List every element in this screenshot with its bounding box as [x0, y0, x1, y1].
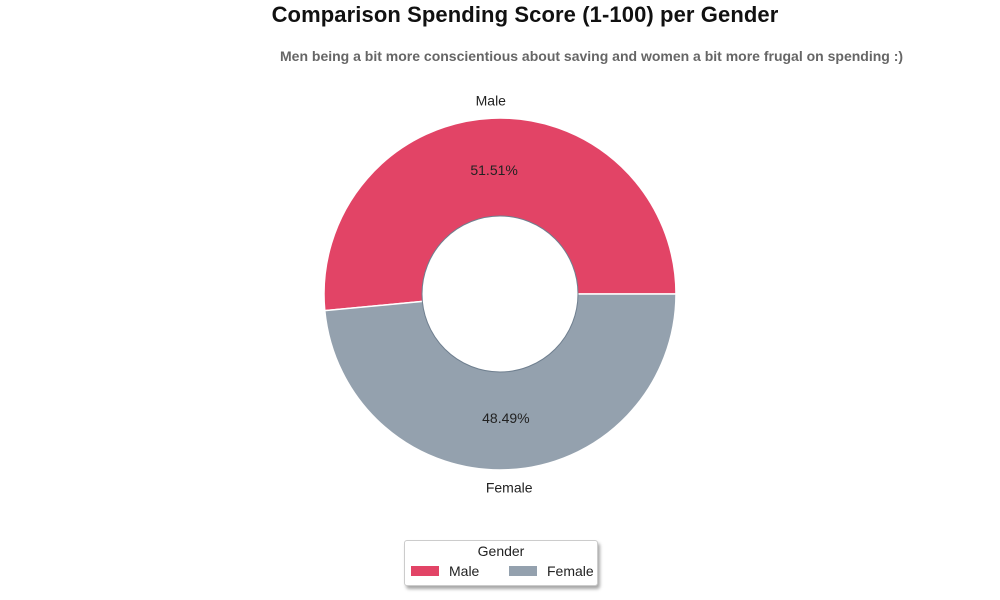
chart-title: Comparison Spending Score (1-100) per Ge… — [271, 2, 779, 27]
slice-male — [323, 117, 677, 312]
pct-label-female: 48.49% — [482, 410, 529, 426]
category-label-male: Male — [476, 93, 507, 109]
pct-label-male: 51.51% — [470, 162, 517, 178]
donut-hole — [421, 215, 579, 373]
legend: Gender Male Female — [404, 540, 598, 586]
legend-label-female: Female — [547, 563, 594, 579]
chart-subtitle: Men being a bit more conscientious about… — [280, 48, 904, 64]
category-label-female: Female — [486, 479, 533, 495]
legend-label-male: Male — [449, 563, 480, 579]
legend-item-female: Female — [509, 563, 594, 579]
slice-female — [323, 293, 677, 471]
slices-layer — [323, 117, 677, 471]
legend-item-male: Male — [411, 563, 479, 579]
legend-swatch-male — [411, 566, 439, 576]
legend-title: Gender — [477, 543, 525, 559]
legend-swatch-female — [509, 566, 537, 576]
labels-layer: 51.51% Male 48.49% Female — [470, 93, 532, 496]
